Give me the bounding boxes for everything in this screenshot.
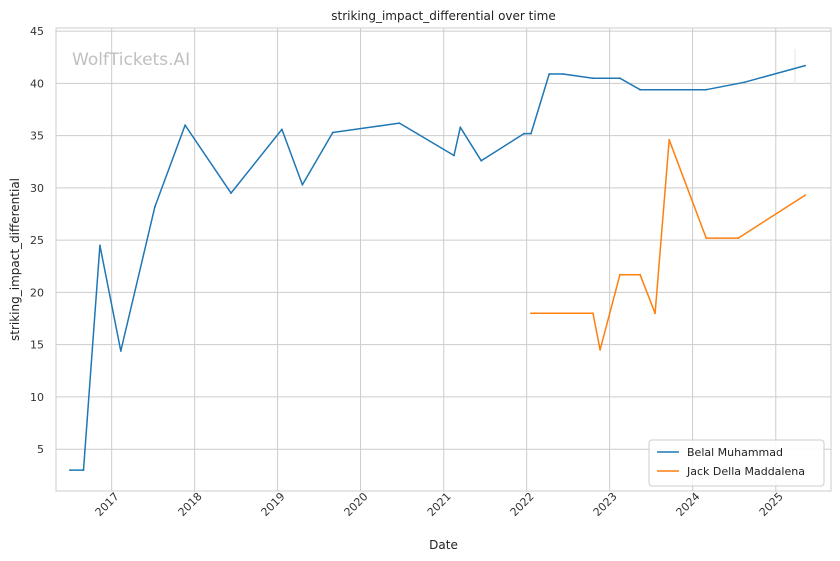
data-point [523, 132, 525, 135]
data-point [281, 128, 283, 131]
y-tick-label: 30 [30, 182, 44, 195]
data-point [301, 183, 304, 186]
data-point [737, 237, 740, 240]
y-axis-label: striking_impact_differential [8, 178, 22, 341]
y-tick-labels: 5 10 15 20 25 30 35 40 45 [30, 25, 44, 456]
plot-frame [55, 27, 832, 492]
data-point [639, 88, 641, 91]
data-point [592, 312, 594, 315]
legend-label: Belal Muhammad [687, 446, 783, 459]
legend-box [648, 439, 825, 487]
data-point [562, 73, 564, 75]
x-axis-label: Date [429, 538, 458, 552]
data-point [99, 244, 101, 247]
series-lines [69, 64, 806, 471]
y-tick-label: 40 [30, 77, 44, 90]
data-point [592, 77, 594, 80]
legend-label: Jack Della Maddalena [686, 465, 805, 478]
y-tick-label: 35 [30, 130, 44, 143]
data-point [804, 194, 806, 197]
data-point [743, 81, 746, 84]
y-tick-label: 20 [30, 286, 44, 299]
series-line-0 [69, 64, 806, 471]
data-point [184, 124, 187, 127]
data-point [530, 132, 532, 135]
y-tick-label: 15 [30, 339, 44, 352]
data-point [804, 64, 806, 67]
legend: Belal Muhammad Jack Della Maddalena [648, 439, 825, 487]
y-tick-label: 10 [30, 391, 44, 404]
x-grid-lines [111, 28, 777, 491]
data-point [82, 469, 85, 471]
y-tick-label: 25 [30, 234, 44, 247]
data-point [705, 88, 708, 91]
data-point [668, 138, 671, 141]
data-point [459, 126, 462, 129]
data-point [548, 73, 551, 75]
data-point [480, 159, 483, 162]
y-tick-label: 5 [37, 443, 44, 456]
data-point [654, 312, 656, 315]
data-point [331, 131, 334, 134]
data-point [530, 312, 532, 315]
data-point [69, 469, 71, 471]
data-point [119, 350, 122, 352]
data-point [599, 349, 601, 351]
chart-title: striking_impact_differential over time [331, 9, 556, 23]
data-point [619, 77, 621, 80]
data-point [453, 154, 455, 157]
data-point [705, 237, 708, 240]
data-point [619, 273, 621, 276]
data-point [639, 273, 641, 276]
data-point [398, 122, 401, 124]
data-point [230, 192, 232, 195]
watermark-text: WolfTickets.AI [72, 50, 190, 70]
data-point [154, 205, 156, 208]
series-line-1 [531, 139, 806, 351]
y-tick-label: 45 [30, 25, 44, 38]
